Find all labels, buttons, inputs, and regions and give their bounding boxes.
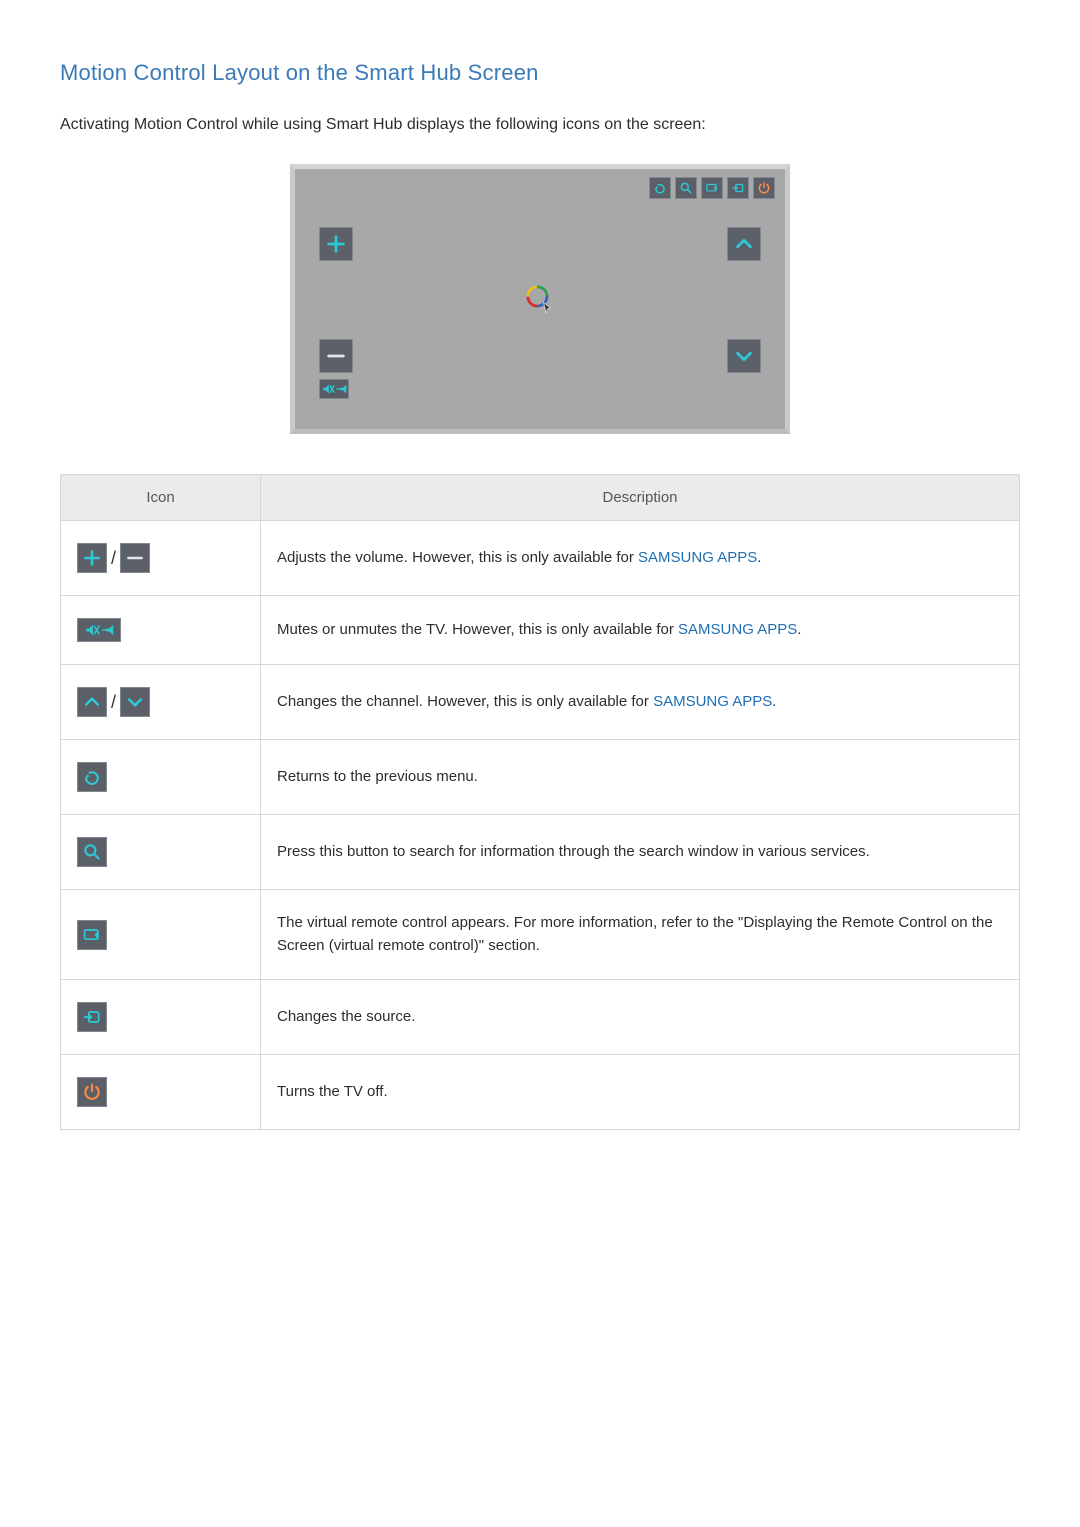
description-text: Changes the channel. However, this is on… bbox=[277, 693, 653, 710]
mute-icon bbox=[319, 379, 349, 399]
description-text-post: . bbox=[772, 693, 776, 710]
description-text: Adjusts the volume. However, this is onl… bbox=[277, 549, 638, 566]
search-icon bbox=[77, 837, 107, 867]
description-cell: Changes the source. bbox=[261, 980, 1020, 1055]
page-title: Motion Control Layout on the Smart Hub S… bbox=[60, 60, 1020, 86]
samsung-apps-link[interactable]: SAMSUNG APPS bbox=[638, 549, 757, 566]
screen-topbar bbox=[649, 177, 775, 199]
description-text: Mutes or unmutes the TV. However, this i… bbox=[277, 621, 678, 638]
channel-up-icon bbox=[727, 227, 761, 261]
source-icon bbox=[727, 177, 749, 199]
icon-cell bbox=[61, 596, 261, 665]
channel-down-icon bbox=[727, 339, 761, 373]
column-header-icon: Icon bbox=[61, 475, 261, 521]
volume-up-icon bbox=[319, 227, 353, 261]
table-row: Press this button to search for informat… bbox=[61, 815, 1020, 890]
icon-cell bbox=[61, 815, 261, 890]
icon-cell bbox=[61, 740, 261, 815]
samsung-apps-link[interactable]: SAMSUNG APPS bbox=[653, 693, 772, 710]
return-icon bbox=[77, 762, 107, 792]
description-cell: Turns the TV off. bbox=[261, 1055, 1020, 1130]
description-cell: Mutes or unmutes the TV. However, this i… bbox=[261, 596, 1020, 665]
minus-icon bbox=[120, 543, 150, 573]
icon-cell: / bbox=[61, 665, 261, 740]
description-text-post: . bbox=[757, 549, 761, 566]
description-text: Turns the TV off. bbox=[277, 1083, 388, 1100]
icon-cell bbox=[61, 1055, 261, 1130]
table-row: Returns to the previous menu. bbox=[61, 740, 1020, 815]
plus-icon bbox=[77, 543, 107, 573]
icon-cell bbox=[61, 980, 261, 1055]
description-text: Press this button to search for informat… bbox=[277, 843, 870, 860]
chup-icon bbox=[77, 687, 107, 717]
chdown-icon bbox=[120, 687, 150, 717]
intro-text: Activating Motion Control while using Sm… bbox=[60, 116, 1020, 134]
table-row: Mutes or unmutes the TV. However, this i… bbox=[61, 596, 1020, 665]
icon-separator: / bbox=[107, 545, 120, 572]
description-cell: Press this button to search for informat… bbox=[261, 815, 1020, 890]
search-icon bbox=[675, 177, 697, 199]
table-row: / Changes the channel. However, this is o… bbox=[61, 665, 1020, 740]
description-text-post: . bbox=[797, 621, 801, 638]
volume-down-icon bbox=[319, 339, 353, 373]
return-icon bbox=[649, 177, 671, 199]
column-header-description: Description bbox=[261, 475, 1020, 521]
icon-description-table: Icon Description / Adjusts the volume. Ho… bbox=[60, 474, 1020, 1130]
description-cell: Returns to the previous menu. bbox=[261, 740, 1020, 815]
description-text: Changes the source. bbox=[277, 1008, 415, 1025]
mute-icon bbox=[77, 618, 121, 642]
icon-cell: / bbox=[61, 521, 261, 596]
remote-icon bbox=[77, 920, 107, 950]
power-icon bbox=[753, 177, 775, 199]
samsung-apps-link[interactable]: SAMSUNG APPS bbox=[678, 621, 797, 638]
screen-mock bbox=[290, 164, 790, 434]
icon-separator: / bbox=[107, 689, 120, 716]
motion-cursor-icon bbox=[526, 285, 554, 313]
table-row: / Adjusts the volume. However, this is on… bbox=[61, 521, 1020, 596]
description-cell: Adjusts the volume. However, this is onl… bbox=[261, 521, 1020, 596]
source-icon bbox=[77, 1002, 107, 1032]
description-text: Returns to the previous menu. bbox=[277, 768, 478, 785]
remote-icon bbox=[701, 177, 723, 199]
power-icon bbox=[77, 1077, 107, 1107]
table-row: Turns the TV off. bbox=[61, 1055, 1020, 1130]
table-row: Changes the source. bbox=[61, 980, 1020, 1055]
table-row: The virtual remote control appears. For … bbox=[61, 890, 1020, 980]
description-text: The virtual remote control appears. For … bbox=[277, 914, 993, 954]
icon-cell bbox=[61, 890, 261, 980]
description-cell: Changes the channel. However, this is on… bbox=[261, 665, 1020, 740]
description-cell: The virtual remote control appears. For … bbox=[261, 890, 1020, 980]
